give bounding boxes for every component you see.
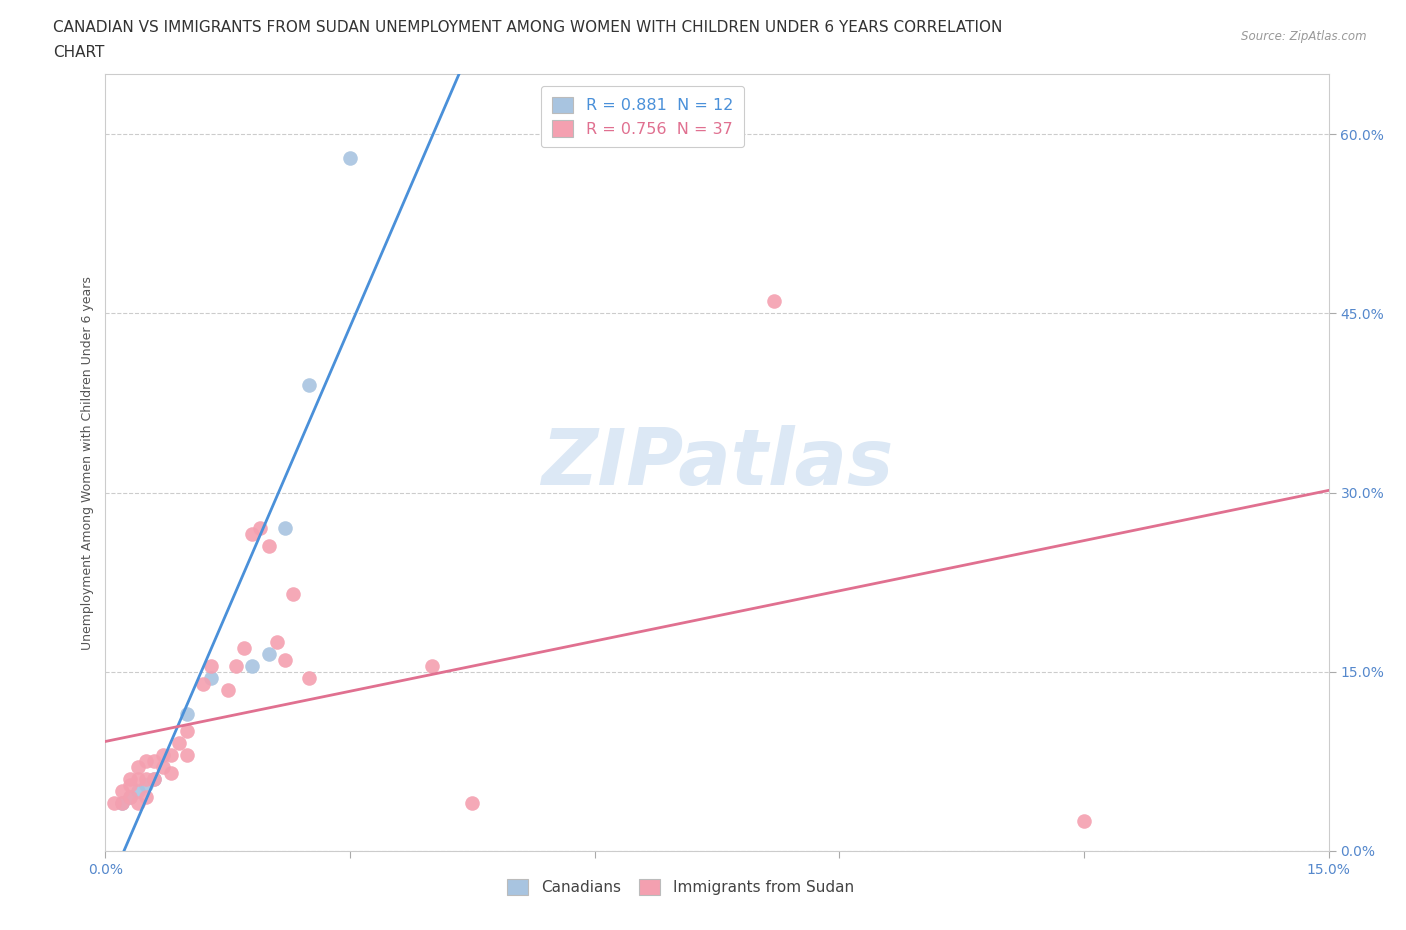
Point <box>127 784 149 799</box>
Point <box>135 790 157 804</box>
Legend: Canadians, Immigrants from Sudan: Canadians, Immigrants from Sudan <box>501 872 860 901</box>
Point <box>274 521 297 536</box>
Point <box>200 671 222 685</box>
Point <box>176 724 198 739</box>
Point <box>257 646 280 661</box>
Point <box>266 634 288 649</box>
Point <box>298 671 321 685</box>
Point <box>167 736 190 751</box>
Point <box>298 378 321 392</box>
Point <box>111 796 134 811</box>
Point <box>135 772 157 787</box>
Point <box>111 796 134 811</box>
Point <box>240 527 263 542</box>
Point <box>118 772 141 787</box>
Point <box>118 777 141 792</box>
Point <box>200 658 222 673</box>
Point <box>461 796 484 811</box>
Point <box>339 151 361 166</box>
Point <box>233 641 256 656</box>
Point <box>152 748 174 763</box>
Point <box>1073 814 1095 829</box>
Point <box>274 652 297 667</box>
Point <box>143 754 166 769</box>
Point <box>135 777 157 792</box>
Point <box>240 658 263 673</box>
Point <box>118 790 141 804</box>
Point <box>127 772 149 787</box>
Point <box>217 683 239 698</box>
Point <box>103 796 125 811</box>
Text: ZIPatlas: ZIPatlas <box>541 425 893 500</box>
Point <box>143 772 166 787</box>
Point <box>420 658 443 673</box>
Point <box>143 772 166 787</box>
Point <box>249 521 271 536</box>
Text: CHART: CHART <box>53 45 105 60</box>
Point <box>111 784 134 799</box>
Text: CANADIAN VS IMMIGRANTS FROM SUDAN UNEMPLOYMENT AMONG WOMEN WITH CHILDREN UNDER 6: CANADIAN VS IMMIGRANTS FROM SUDAN UNEMPL… <box>53 20 1002 35</box>
Point <box>159 766 181 781</box>
Point <box>127 796 149 811</box>
Point <box>763 294 786 309</box>
Text: Source: ZipAtlas.com: Source: ZipAtlas.com <box>1241 30 1367 43</box>
Point <box>127 760 149 775</box>
Point <box>118 790 141 804</box>
Point <box>176 706 198 721</box>
Point <box>193 676 215 691</box>
Point <box>135 754 157 769</box>
Point <box>152 760 174 775</box>
Y-axis label: Unemployment Among Women with Children Under 6 years: Unemployment Among Women with Children U… <box>82 275 94 650</box>
Point <box>176 748 198 763</box>
Point <box>159 748 181 763</box>
Point <box>281 587 304 602</box>
Point <box>225 658 247 673</box>
Point <box>257 538 280 553</box>
